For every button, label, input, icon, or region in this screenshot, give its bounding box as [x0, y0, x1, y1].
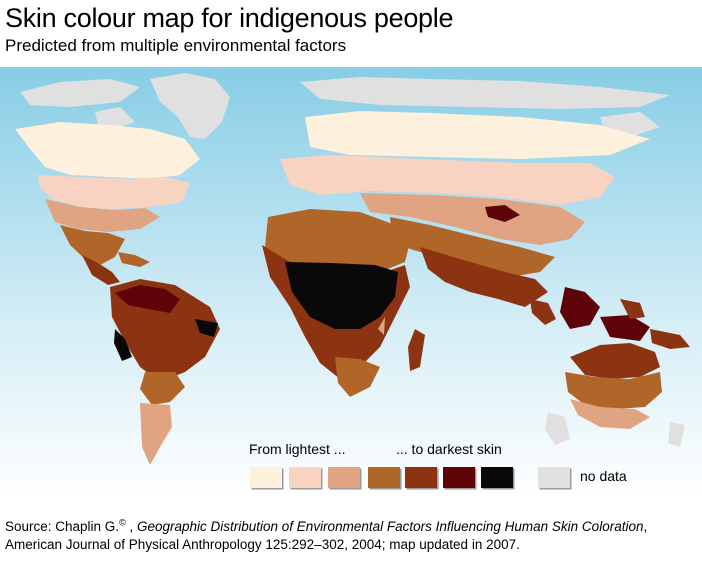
- region-north-america: [15, 122, 200, 285]
- legend-swatch-2: [289, 467, 321, 488]
- source-citation: Source: Chaplin G.© , Geographic Distrib…: [5, 518, 699, 554]
- region-south-america: [110, 279, 220, 465]
- legend-swatch-no-data: [538, 467, 570, 488]
- source-article-title: Geographic Distribution of Environmental…: [136, 519, 644, 534]
- region-eurasia: [280, 111, 650, 325]
- legend-swatch-4: [368, 467, 400, 488]
- legend-lightest-label: From lightest ...: [249, 441, 346, 457]
- legend-swatch-1: [250, 467, 282, 488]
- copyright-mark: ©: [119, 517, 126, 528]
- region-australia: [565, 343, 662, 429]
- region-africa: [262, 209, 425, 397]
- region-south-asia: [560, 287, 690, 349]
- legend-swatch-6: [443, 467, 475, 488]
- source-separator: ,: [125, 519, 137, 534]
- legend-no-data-label: no data: [580, 468, 627, 484]
- legend-swatch-5: [405, 467, 437, 488]
- world-map: [0, 67, 702, 500]
- map-title: Skin colour map for indigenous people: [5, 3, 454, 33]
- legend-swatch-7: [481, 467, 513, 488]
- source-journal: , American Journal of Physical Anthropol…: [5, 519, 648, 552]
- legend-swatch-3: [328, 467, 360, 488]
- legend-darkest-label: ... to darkest skin: [396, 441, 502, 457]
- source-prefix: Source: Chaplin G.: [5, 519, 120, 534]
- map-subtitle: Predicted from multiple environmental fa…: [5, 36, 347, 55]
